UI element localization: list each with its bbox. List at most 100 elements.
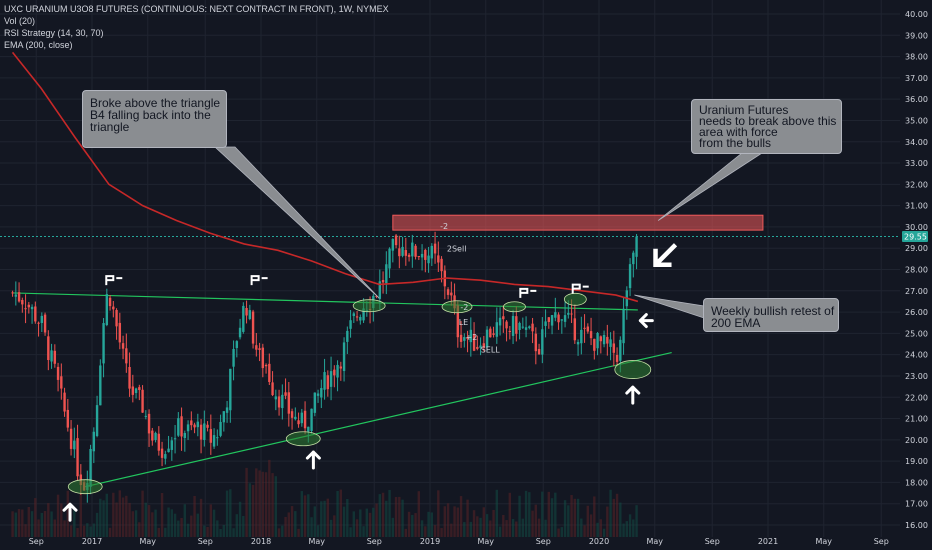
volume-bar: [518, 495, 521, 537]
candle: [17, 292, 21, 302]
candle: [635, 236, 638, 257]
candle: [563, 315, 567, 322]
candle: [450, 292, 453, 296]
candle: [216, 437, 219, 439]
volume-bar: [232, 528, 235, 537]
volume-bar: [17, 509, 21, 537]
resistance-zone[interactable]: [392, 214, 764, 231]
candle: [297, 420, 300, 425]
candle: [108, 297, 112, 307]
volume-bar: [534, 504, 538, 537]
candle: [95, 405, 99, 436]
volume-bar: [342, 506, 346, 537]
x-tick-label: 2017: [82, 537, 102, 546]
trendline-group: [12, 292, 672, 488]
candle: [469, 329, 473, 343]
candle: [326, 375, 330, 390]
candle: [489, 328, 492, 338]
volume-bar: [287, 512, 291, 537]
candle: [333, 369, 336, 376]
volume-bar: [229, 489, 232, 537]
candle: [606, 336, 609, 344]
callout-line: Uranium Futures: [699, 103, 789, 117]
candle: [164, 454, 167, 459]
grid: [0, 0, 900, 537]
volume-bar: [505, 520, 508, 537]
volume-bar: [21, 509, 24, 537]
volume-bar: [635, 505, 638, 537]
x-tick-label: May: [646, 537, 663, 546]
candle: [27, 304, 31, 308]
volume-bar: [225, 490, 229, 537]
candle: [183, 432, 187, 439]
volume-bar: [619, 502, 622, 537]
volume-bar: [352, 511, 356, 537]
candle: [287, 392, 291, 414]
volume-bar: [420, 520, 424, 537]
volume-bar: [482, 507, 486, 537]
volume-bar: [381, 492, 385, 537]
volume-bar: [277, 528, 281, 537]
candle: [329, 371, 333, 387]
volume-bar: [378, 494, 382, 537]
callout-triangle[interactable]: Broke above the triangle B4 falling back…: [82, 90, 227, 148]
candle: [476, 346, 479, 349]
volume-bar: [108, 527, 112, 537]
callout-line: triangle: [90, 120, 130, 134]
x-tick-label: 2019: [420, 537, 440, 546]
volume-bar: [209, 504, 213, 537]
callout-retest[interactable]: Weekly bullish retest of 200 EMA: [703, 298, 839, 332]
x-tick-label: 2021: [758, 537, 778, 546]
up-arrow-icon: [62, 502, 78, 522]
candle: [274, 396, 278, 400]
candle: [586, 326, 590, 332]
symbol-title[interactable]: UXC URANIUM U3O8 FUTURES (CONTINUOUS: NE…: [4, 4, 389, 14]
volume-bar: [349, 527, 352, 537]
candle: [69, 428, 73, 449]
volume-bar: [157, 527, 161, 537]
candle: [128, 366, 131, 389]
candle: [264, 364, 268, 367]
last-price-label: 29.55: [904, 232, 927, 241]
x-tick-label: 2018: [251, 537, 271, 546]
candle: [89, 448, 92, 487]
last-price-tag: 29.55: [902, 230, 928, 242]
volume-bar: [303, 495, 307, 537]
volume-bar: [297, 528, 300, 537]
highlight-ellipse: [352, 299, 386, 313]
volume-indicator-label[interactable]: Vol (20): [4, 16, 36, 26]
volume-bar: [326, 498, 330, 537]
x-tick-label: 2020: [589, 537, 609, 546]
candle: [251, 311, 255, 344]
y-tick-label: 22.00: [905, 393, 928, 402]
callout-breakout[interactable]: Uranium Futures needs to break above thi…: [691, 99, 842, 154]
candle: [352, 313, 356, 317]
volume-bar: [86, 523, 89, 537]
volume-bar: [69, 525, 73, 537]
y-tick-label: 34.00: [905, 138, 928, 147]
candle: [118, 322, 122, 343]
candle: [391, 239, 395, 251]
rsi-indicator-label[interactable]: RSI Strategy (14, 30, 70): [4, 28, 104, 38]
candle: [388, 248, 391, 269]
ema-indicator-label[interactable]: EMA (200, close): [4, 40, 73, 50]
volume-bar: [258, 470, 261, 537]
volume-bar: [440, 528, 443, 537]
volume-bar: [261, 471, 265, 537]
candle: [554, 312, 557, 318]
candle: [245, 307, 248, 316]
volume-bar: [60, 503, 63, 537]
candle: [531, 323, 534, 332]
volume-bars: [11, 459, 638, 537]
volume-bar: [524, 490, 528, 537]
callout-line: area with force: [699, 125, 778, 139]
volume-bar: [50, 511, 53, 537]
y-tick-label: 30.00: [905, 223, 928, 232]
x-tick-label: Sep: [198, 537, 213, 546]
candle: [541, 329, 544, 355]
volume-bar: [606, 506, 609, 537]
volume-bar: [437, 490, 440, 537]
volume-bar: [355, 519, 359, 537]
volume-bar: [443, 506, 447, 537]
